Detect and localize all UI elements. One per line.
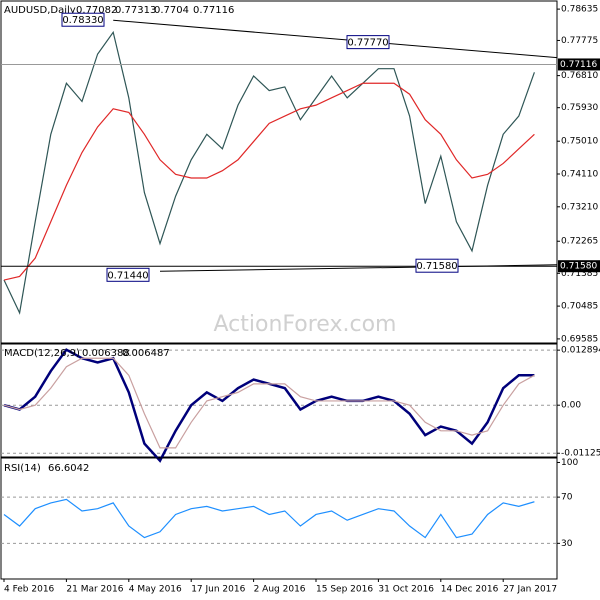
series-line [3,82,535,281]
y-tick-label: 0.00 [561,401,581,411]
trend-line [113,19,558,59]
y-tick-label: 0.74110 [561,170,598,180]
annotation-label: 0.71440 [107,270,148,281]
panel-frame [0,457,558,580]
x-tick-label: 17 Jun 2016 [191,585,245,595]
y-tick-label: 0.71385 [561,269,598,279]
y-tick-label: -0.011253 [561,449,600,459]
y-tick-label: 30 [561,539,573,549]
marker-label: 0.71580 [560,262,597,272]
ohlc-value: 0.7704 [154,5,189,16]
y-tick-label: 0.78635 [561,5,598,15]
annotation-label: 0.78330 [62,15,103,26]
indicator-value: 0.006487 [122,348,170,359]
marker-box [558,58,600,71]
marker-label: 0.77116 [560,60,597,70]
indicator-title: RSI(14) [4,463,41,474]
y-tick-label: 0.75010 [561,137,598,147]
y-tick-label: 0.012894 [561,346,600,356]
x-tick-label: 4 Feb 2016 [4,585,55,595]
y-tick-label: 0.70485 [561,302,598,312]
y-tick-label: 0.72265 [561,237,598,247]
ohlc-value: 0.77313 [115,5,156,16]
marker-box [558,260,600,273]
indicator-title: MACD(12,26,9) [4,348,80,359]
x-tick-label: 21 Mar 2016 [66,585,123,595]
y-tick-label: 0.77775 [561,36,598,46]
indicator-value: 0.006388 [82,348,130,359]
x-tick-label: 4 May 2016 [129,585,182,595]
annotation-box [61,12,105,27]
y-tick-label: 0.69585 [561,334,598,344]
chart-title: AUDUSD,Daily [4,5,76,16]
x-tick-label: 14 Dec 2016 [441,585,499,595]
y-tick-label: 0.76810 [561,71,598,81]
indicator-value: 66.6042 [48,463,89,474]
annotation-label: 0.77770 [347,38,388,49]
trend-line [159,264,558,272]
series-line [3,357,535,449]
x-tick-label: 2 Aug 2016 [254,585,306,595]
series-line [3,498,535,539]
annotation-label: 0.71580 [416,261,457,272]
annotation-box [346,35,390,50]
annotation-box [415,258,459,273]
y-tick-label: 0.73210 [561,202,598,212]
series-line [3,30,535,315]
ohlc-value: 0.77116 [193,5,234,16]
series-line [3,348,535,463]
x-tick-label: 15 Sep 2016 [316,585,373,595]
x-tick-label: 27 Jan 2017 [503,585,557,595]
y-tick-label: 70 [561,493,573,503]
ohlc-value: 0.77082 [76,5,117,16]
watermark: ActionForex.com [214,312,397,337]
annotation-box [106,267,150,282]
panel-frame [0,0,558,344]
x-tick-label: 31 Oct 2016 [378,585,434,595]
panel-frame [0,343,558,458]
y-tick-label: 0.75930 [561,103,598,113]
y-tick-label: 100 [561,458,578,468]
